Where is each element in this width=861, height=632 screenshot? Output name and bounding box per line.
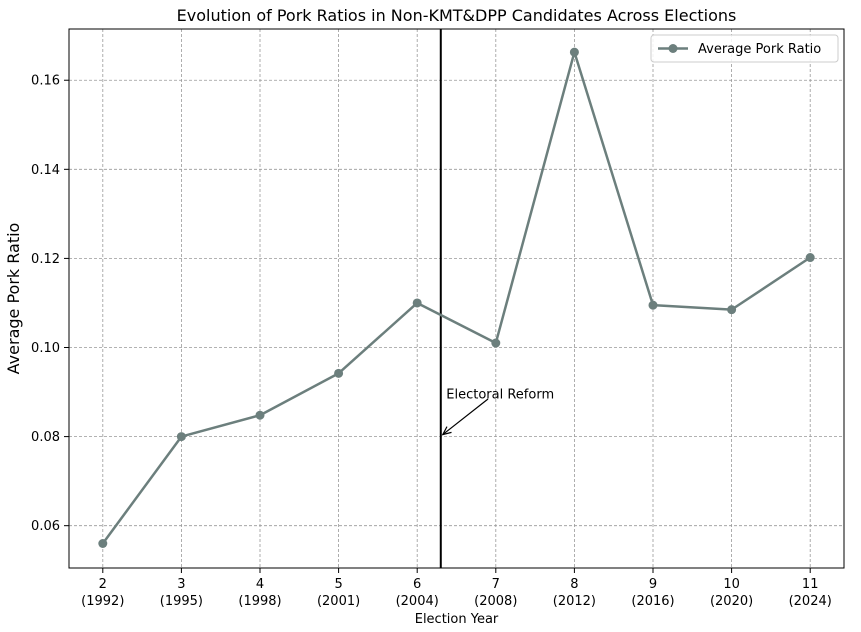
legend-box — [650, 34, 839, 63]
x-tick-number: 6 — [413, 577, 421, 592]
x-tick-number: 5 — [334, 577, 342, 592]
x-tick-label-3: 5 (2001) — [317, 577, 360, 609]
annotation-layer: Electoral Reform — [441, 387, 554, 436]
legend-entry-0: Average Pork Ratio — [698, 42, 821, 57]
y-axis-label: Average Pork Ratio — [4, 223, 23, 375]
y-tick-label-1: 0.08 — [31, 430, 60, 445]
x-tick-label-5: 7 (2008) — [474, 577, 517, 609]
x-tick-label-1: 3 (1995) — [160, 577, 203, 609]
x-tick-number: 11 — [802, 577, 819, 592]
y-tick-label-2: 0.10 — [31, 341, 60, 356]
x-tick-year: (2016) — [631, 594, 674, 609]
x-tick-year: (2024) — [789, 594, 832, 609]
annotation-arrow-head — [441, 426, 452, 436]
data-point-2 — [255, 410, 265, 420]
x-tick-number: 7 — [492, 577, 500, 592]
x-axis-label: Election Year — [415, 612, 499, 627]
series-line-0 — [101, 50, 811, 545]
data-point-6 — [569, 47, 579, 57]
grid — [69, 29, 844, 568]
x-tick-number: 9 — [649, 577, 657, 592]
y-tick-label-0: 0.06 — [31, 519, 60, 534]
x-tick-year: (1995) — [160, 594, 203, 609]
x-tick-year: (2012) — [553, 594, 596, 609]
x-tick-year: (2004) — [396, 594, 439, 609]
plot-frame — [68, 28, 845, 569]
y-tick-label-3: 0.12 — [31, 252, 60, 267]
x-tick-year: (1992) — [81, 594, 124, 609]
data-point-4 — [412, 298, 422, 308]
x-ticks: 2 (1992) 3 (1995) 4 (1998) 5 (2001) 6 (2004) 7 (200… — [81, 568, 832, 609]
x-tick-year: (1998) — [238, 594, 281, 609]
x-tick-number: 4 — [256, 577, 264, 592]
legend: Average Pork Ratio — [650, 34, 839, 63]
data-point-0 — [98, 539, 108, 548]
y-tick-label-4: 0.14 — [31, 163, 60, 178]
y-ticks: 0.06 0.08 0.10 0.12 0.14 0.16 — [31, 74, 69, 534]
data-point-8 — [727, 305, 737, 315]
annotation-arrow-shaft — [442, 398, 489, 436]
y-tick-label-5: 0.16 — [31, 74, 60, 89]
data-point-3 — [334, 368, 344, 378]
x-tick-label-7: 9 (2016) — [631, 577, 674, 609]
data-point-1 — [176, 432, 186, 442]
x-tick-label-8: 10 (2020) — [710, 577, 753, 609]
x-tick-label-4: 6 (2004) — [396, 577, 439, 609]
data-point-5 — [491, 338, 501, 348]
data-point-9 — [805, 253, 815, 263]
x-tick-year: (2008) — [474, 594, 517, 609]
x-tick-label-0: 2 (1992) — [81, 577, 124, 609]
x-tick-label-9: 11 (2024) — [789, 577, 832, 609]
x-tick-number: 8 — [570, 577, 578, 592]
x-tick-number: 2 — [99, 577, 107, 592]
legend-swatch-marker-0 — [668, 44, 678, 53]
chart-title: Evolution of Pork Ratios in Non-KMT&DPP … — [177, 6, 737, 25]
data-point-7 — [648, 300, 658, 310]
x-tick-label-6: 8 (2012) — [553, 577, 596, 609]
x-tick-year: (2001) — [317, 594, 360, 609]
series-layer — [98, 47, 815, 548]
x-tick-number: 10 — [723, 577, 740, 592]
x-tick-label-2: 4 (1998) — [238, 577, 281, 609]
x-tick-number: 3 — [177, 577, 185, 592]
x-tick-year: (2020) — [710, 594, 753, 609]
annotation-label: Electoral Reform — [446, 387, 554, 402]
